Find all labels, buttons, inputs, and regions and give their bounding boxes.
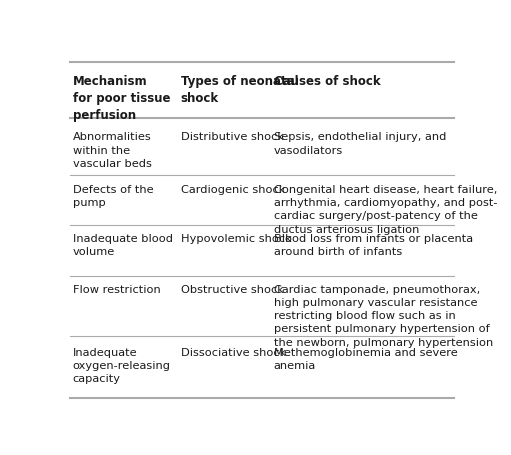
Text: Dissociative shock: Dissociative shock <box>181 348 286 358</box>
Text: Types of neonatal
shock: Types of neonatal shock <box>181 75 298 105</box>
Text: Distributive shock: Distributive shock <box>181 132 284 142</box>
Text: Causes of shock: Causes of shock <box>274 75 380 87</box>
Text: Cardiogenic shock: Cardiogenic shock <box>181 185 285 195</box>
Text: Abnormalities
within the
vascular beds: Abnormalities within the vascular beds <box>73 132 151 169</box>
Text: Inadequate blood
volume: Inadequate blood volume <box>73 234 173 257</box>
Text: Methemoglobinemia and severe
anemia: Methemoglobinemia and severe anemia <box>274 348 457 371</box>
Text: Congenital heart disease, heart failure,
arrhythmia, cardiomyopathy, and post-
c: Congenital heart disease, heart failure,… <box>274 185 497 234</box>
Text: Blood loss from infants or placenta
around birth of infants: Blood loss from infants or placenta arou… <box>274 234 473 257</box>
Text: Sepsis, endothelial injury, and
vasodilators: Sepsis, endothelial injury, and vasodila… <box>274 132 446 156</box>
Text: Mechanism
for poor tissue
perfusion: Mechanism for poor tissue perfusion <box>73 75 170 121</box>
Text: Inadequate
oxygen-releasing
capacity: Inadequate oxygen-releasing capacity <box>73 348 171 384</box>
Text: Hypovolemic shock: Hypovolemic shock <box>181 234 291 244</box>
Text: Flow restriction: Flow restriction <box>73 285 160 295</box>
Text: Defects of the
pump: Defects of the pump <box>73 185 153 208</box>
Text: Obstructive shock: Obstructive shock <box>181 285 284 295</box>
Text: Cardiac tamponade, pneumothorax,
high pulmonary vascular resistance
restricting : Cardiac tamponade, pneumothorax, high pu… <box>274 285 493 348</box>
